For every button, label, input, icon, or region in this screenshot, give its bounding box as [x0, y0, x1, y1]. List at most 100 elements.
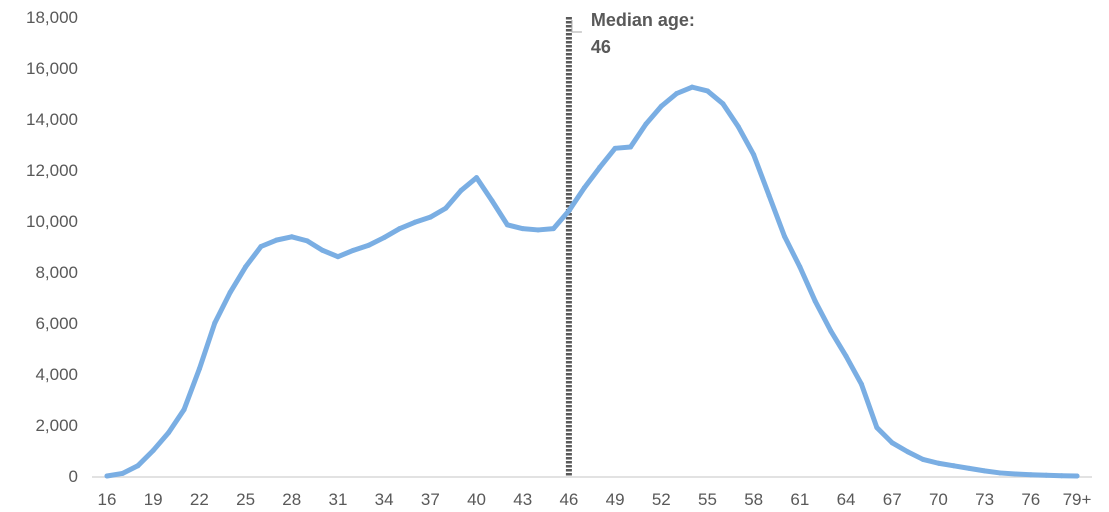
x-tick-label: 31	[328, 490, 347, 509]
x-tick-label: 58	[744, 490, 763, 509]
series-line	[104, 84, 1080, 479]
data-point	[335, 254, 341, 260]
data-point	[581, 185, 587, 191]
data-point	[258, 244, 264, 249]
x-tick-label: 79+	[1063, 490, 1092, 509]
median-value: 46	[591, 37, 611, 57]
data-point	[135, 463, 141, 469]
data-point	[1059, 473, 1065, 479]
median-label: Median age:	[591, 10, 695, 30]
x-tick-label: 49	[606, 490, 625, 509]
y-tick-label: 14,000	[26, 110, 78, 129]
data-point	[520, 226, 526, 232]
data-point	[720, 101, 726, 107]
data-point	[781, 233, 787, 239]
y-tick-label: 6,000	[35, 314, 78, 333]
data-point	[766, 193, 772, 198]
data-point	[997, 470, 1003, 476]
data-point	[751, 152, 757, 158]
data-point	[905, 449, 911, 455]
x-tick-label: 76	[1021, 490, 1040, 509]
data-point	[366, 242, 372, 248]
median-annotation: Median age: 46	[565, 10, 695, 476]
data-point	[674, 91, 680, 96]
data-point	[612, 145, 618, 151]
x-tick-label: 25	[236, 490, 255, 509]
data-point	[920, 456, 926, 462]
data-point	[304, 238, 310, 244]
data-point	[689, 84, 695, 90]
y-tick-label: 12,000	[26, 161, 78, 180]
x-tick-label: 40	[467, 490, 486, 509]
x-tick-label: 43	[513, 490, 532, 509]
data-point	[828, 328, 834, 334]
median-callout-leader	[571, 20, 582, 33]
data-point	[289, 234, 295, 240]
data-point	[412, 219, 418, 225]
data-point	[227, 289, 233, 295]
y-tick-label: 8,000	[35, 263, 78, 282]
data-point	[812, 298, 818, 304]
data-point	[243, 264, 249, 270]
data-point	[350, 247, 356, 253]
x-tick-label: 73	[975, 490, 994, 509]
series-points	[104, 84, 1080, 479]
data-point	[1012, 471, 1018, 477]
x-tick-label: 16	[98, 490, 117, 509]
data-point	[320, 247, 326, 253]
data-point	[704, 88, 710, 94]
data-point	[504, 222, 510, 228]
x-tick-label: 55	[698, 490, 717, 509]
data-point	[119, 470, 125, 476]
data-point	[982, 468, 988, 474]
data-point	[797, 264, 803, 270]
data-point	[1074, 473, 1080, 479]
data-point	[658, 103, 664, 109]
data-point	[935, 460, 941, 466]
data-point	[966, 465, 972, 471]
data-point	[889, 440, 895, 446]
data-point	[535, 227, 541, 233]
data-point	[843, 353, 849, 359]
x-tick-label: 37	[421, 490, 440, 509]
data-point	[597, 164, 603, 170]
data-point	[212, 320, 218, 326]
data-point	[1028, 472, 1034, 478]
data-point	[166, 430, 172, 436]
data-point	[104, 473, 110, 479]
data-point	[397, 226, 403, 232]
data-point	[858, 381, 864, 387]
data-point	[443, 205, 449, 211]
data-point	[1043, 472, 1049, 478]
x-tick-label: 67	[883, 490, 902, 509]
x-tick-label: 61	[790, 490, 809, 509]
data-point	[735, 124, 741, 130]
x-tick-label: 28	[282, 490, 301, 509]
data-point	[196, 366, 202, 372]
y-tick-label: 18,000	[26, 8, 78, 27]
data-point	[874, 425, 880, 431]
x-tick-label: 64	[837, 490, 856, 509]
x-axis: 16 19 22 25 28 31 34 37 40 43 46 49 52 55 58 61 64 67 70 73…	[98, 490, 1092, 509]
y-tick-label: 10,000	[26, 212, 78, 231]
data-point	[427, 214, 433, 220]
data-point	[489, 198, 495, 204]
x-tick-label: 19	[144, 490, 163, 509]
y-axis: 0 2,000 4,000 6,000 8,000 10,000 12,000 14,000 1…	[26, 8, 78, 486]
x-tick-label: 22	[190, 490, 209, 509]
data-point	[381, 235, 387, 241]
y-tick-label: 16,000	[26, 59, 78, 78]
data-point	[951, 463, 957, 469]
data-point	[181, 407, 187, 413]
y-tick-label: 4,000	[35, 365, 78, 384]
data-point	[150, 448, 156, 453]
data-point	[643, 121, 649, 127]
x-tick-label: 46	[559, 490, 578, 509]
data-point	[566, 208, 572, 214]
data-point	[551, 226, 557, 232]
y-tick-label: 0	[69, 467, 78, 486]
x-tick-label: 70	[929, 490, 948, 509]
data-point	[627, 144, 633, 150]
y-tick-label: 2,000	[35, 416, 78, 435]
